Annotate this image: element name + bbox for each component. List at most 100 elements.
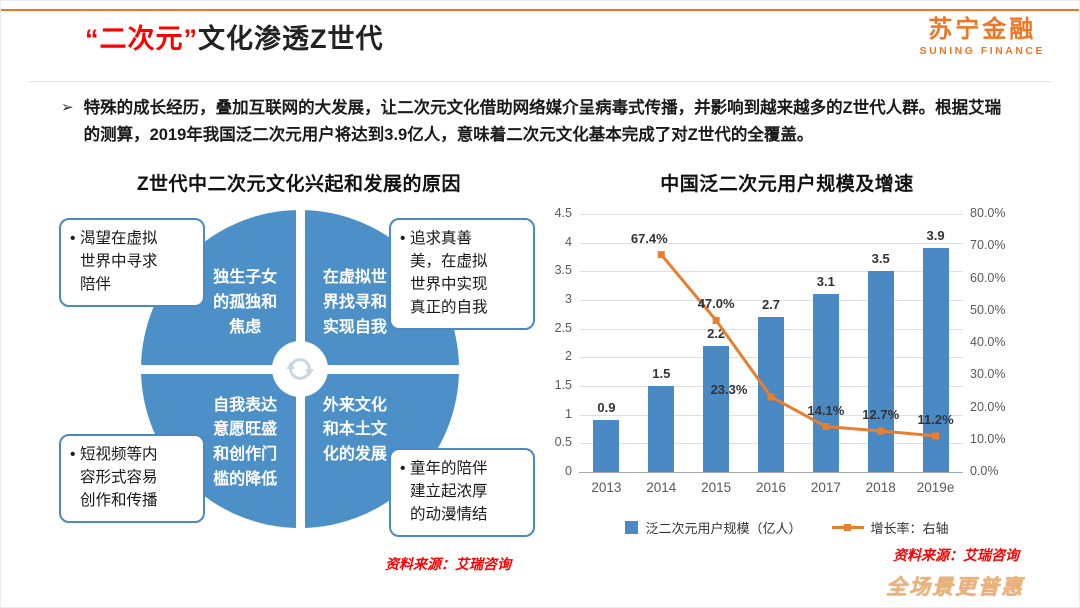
left-axis-label: 0 <box>565 464 572 478</box>
bar-value-label: 3.1 <box>816 274 835 290</box>
top-accent-line <box>1 9 1079 11</box>
x-axis-label: 2013 <box>591 480 622 495</box>
line-value-label: 47.0% <box>697 296 735 312</box>
page-title: “二次元”文化渗透Z世代 <box>85 17 384 56</box>
title-highlight: “二次元” <box>85 24 198 54</box>
left-axis-label: 3 <box>565 292 572 306</box>
chart-source: 资料来源：艾瑞咨询 <box>893 547 1019 563</box>
line-value-label: 14.1% <box>807 402 845 418</box>
right-axis-label: 10.0% <box>970 431 1006 446</box>
bar <box>867 271 894 472</box>
left-axis-label: 3.5 <box>554 263 572 278</box>
left-axis-label: 4 <box>565 234 572 249</box>
combo-chart: 0 0.5 1 1.5 2 2.5 3 3.5 4 4.5 0.0% 10.0% 20.0% 30.0% 4… <box>541 202 1011 508</box>
x-axis-label: 2015 <box>701 480 732 495</box>
legend-bar-swatch-icon <box>625 521 639 534</box>
callout-top-left: • 渴望在虚拟世界中寻求陪伴 <box>59 218 205 307</box>
legend-item: 泛二次元用户规模（亿人） <box>625 518 802 537</box>
bar-value-label: 2.7 <box>761 297 781 313</box>
bar-value-label: 3.5 <box>871 251 890 267</box>
callout-bottom-right: • 童年的陪伴建立起浓厚的动漫情结 <box>389 448 535 537</box>
bar <box>703 345 730 472</box>
intro-part1: 特殊的成长经历，叠加互联网的大发展，让二次元文化借助网络媒介呈病毒式传播，并影响… <box>83 99 1002 145</box>
x-axis-label: 2014 <box>646 480 677 495</box>
gridline <box>579 271 963 273</box>
gridline <box>579 214 963 215</box>
bar-value-label: 2.2 <box>707 325 726 341</box>
legend-line-swatch-icon <box>831 524 864 531</box>
callout-text: 短视频等内容形式容易创作和传播 <box>80 446 158 509</box>
logo-text-cn: 苏宁金融 <box>928 16 1037 43</box>
logo-text-en: SUNING FINANCE <box>919 45 1045 58</box>
intro-text: 特殊的成长经历，叠加互联网的大发展，让二次元文化借助网络媒介呈病毒式传播，并影响… <box>84 95 1016 149</box>
callout-top-right: • 追求真善美，在虚拟世界中实现真正的自我 <box>389 218 535 330</box>
bar <box>593 420 620 472</box>
bullet-icon: • <box>400 230 406 247</box>
left-axis-label: 2.5 <box>554 320 572 335</box>
x-axis-label: 2019e <box>916 480 955 495</box>
right-axis-label: 60.0% <box>970 270 1006 285</box>
left-axis-label: 0.5 <box>554 435 572 450</box>
line-value-label: 11.2% <box>917 411 954 427</box>
diagram-title: Z世代中二次元文化兴起和发展的原因 <box>136 174 462 195</box>
left-axis-label: 2 <box>565 349 572 364</box>
bar <box>758 317 784 472</box>
header-divider <box>29 81 1051 82</box>
bar-value-label: 1.5 <box>652 366 671 381</box>
quadrant-label: 自我表达意愿旺盛和创作门槛的降低 <box>213 396 278 488</box>
quadrant-diagram: 独生子女的孤独和焦虑 在虚拟世界找寻和实现自我 自我表达意愿旺盛和创作门槛的降低… <box>53 202 545 554</box>
quadrant-label: 外来文化和本土文化的发展 <box>322 396 387 464</box>
callout-text: 童年的陪伴建立起浓厚的动漫情结 <box>410 460 488 523</box>
legend-item: 增长率：右轴 <box>831 518 949 537</box>
bar <box>922 248 949 472</box>
line-value-label: 67.4% <box>630 230 668 246</box>
chart-title: 中国泛二次元用户规模及增速 <box>660 174 914 195</box>
header: “二次元”文化渗透Z世代 苏宁金融 SUNING FINANCE <box>85 16 1045 58</box>
bullet-icon: • <box>70 230 76 247</box>
gridline <box>579 472 963 473</box>
suning-finance-logo: 苏宁金融 SUNING FINANCE <box>919 16 1045 58</box>
legend-line-marker-icon <box>843 524 851 531</box>
diagram-section: Z世代中二次元文化兴起和发展的原因 独生子女的孤独和焦虑 在虚拟世界找寻和实现自… <box>53 169 545 574</box>
left-axis-label: 1 <box>565 406 572 421</box>
bar-value-label: 0.9 <box>597 400 616 416</box>
right-axis-label: 70.0% <box>970 238 1006 253</box>
chart-section: 中国泛二次元用户规模及增速 0 0.5 1 1.5 2 2.5 3 3.5 4 4.5 0.0% 10… <box>541 169 1033 565</box>
diagram-source: 资料来源：艾瑞咨询 <box>385 556 511 572</box>
right-axis-label: 30.0% <box>970 367 1006 382</box>
right-axis-label: 0.0% <box>970 464 999 478</box>
x-axis-label: 2018 <box>865 480 896 495</box>
cycle-arrows-icon <box>272 341 328 397</box>
right-axis-label: 80.0% <box>970 206 1006 220</box>
right-axis-label: 20.0% <box>970 399 1006 414</box>
left-axis-label: 1.5 <box>554 378 572 392</box>
legend-label: 增长率：右轴 <box>870 521 949 536</box>
gridline <box>579 242 963 244</box>
x-axis-label: 2016 <box>755 480 787 495</box>
legend-label: 泛二次元用户规模（亿人） <box>645 521 802 536</box>
bar <box>648 386 675 472</box>
line-value-label: 12.7% <box>862 407 900 423</box>
bar <box>812 294 839 472</box>
title-rest: 文化渗透Z世代 <box>198 24 384 54</box>
callout-text: 追求真善美，在虚拟世界中实现真正的自我 <box>410 230 488 316</box>
cycle-arrows-glyph <box>286 358 314 380</box>
chart-legend: 泛二次元用户规模（亿人） 增长率：右轴 <box>541 518 1033 537</box>
quadrant-label: 在虚拟世界找寻和实现自我 <box>322 269 387 336</box>
arrow-bullet-icon: ➢ <box>61 99 74 116</box>
bullet-icon: • <box>70 446 76 463</box>
left-axis-label: 4.5 <box>554 206 572 220</box>
quadrant-label: 独生子女的孤独和焦虑 <box>213 269 278 336</box>
intro-paragraph: ➢ 特殊的成长经历，叠加互联网的大发展，让二次元文化借助网络媒介呈病毒式传播，并… <box>61 95 1016 149</box>
intro-part2: ，意味着二次元文化基本完成了对Z世代的全覆盖。 <box>440 126 814 145</box>
callout-bottom-left: • 短视频等内容形式容易创作和传播 <box>59 434 205 523</box>
x-axis-label: 2017 <box>810 480 841 495</box>
callout-text: 渴望在虚拟世界中寻求陪伴 <box>80 230 158 293</box>
intro-highlight: 3.9亿人 <box>384 126 441 145</box>
watermark: 全场景更普惠 <box>886 576 1024 599</box>
bar-value-label: 3.9 <box>926 228 945 244</box>
line-value-label: 23.3% <box>710 381 748 397</box>
right-axis-label: 50.0% <box>970 302 1006 317</box>
bullet-icon: • <box>400 460 406 477</box>
